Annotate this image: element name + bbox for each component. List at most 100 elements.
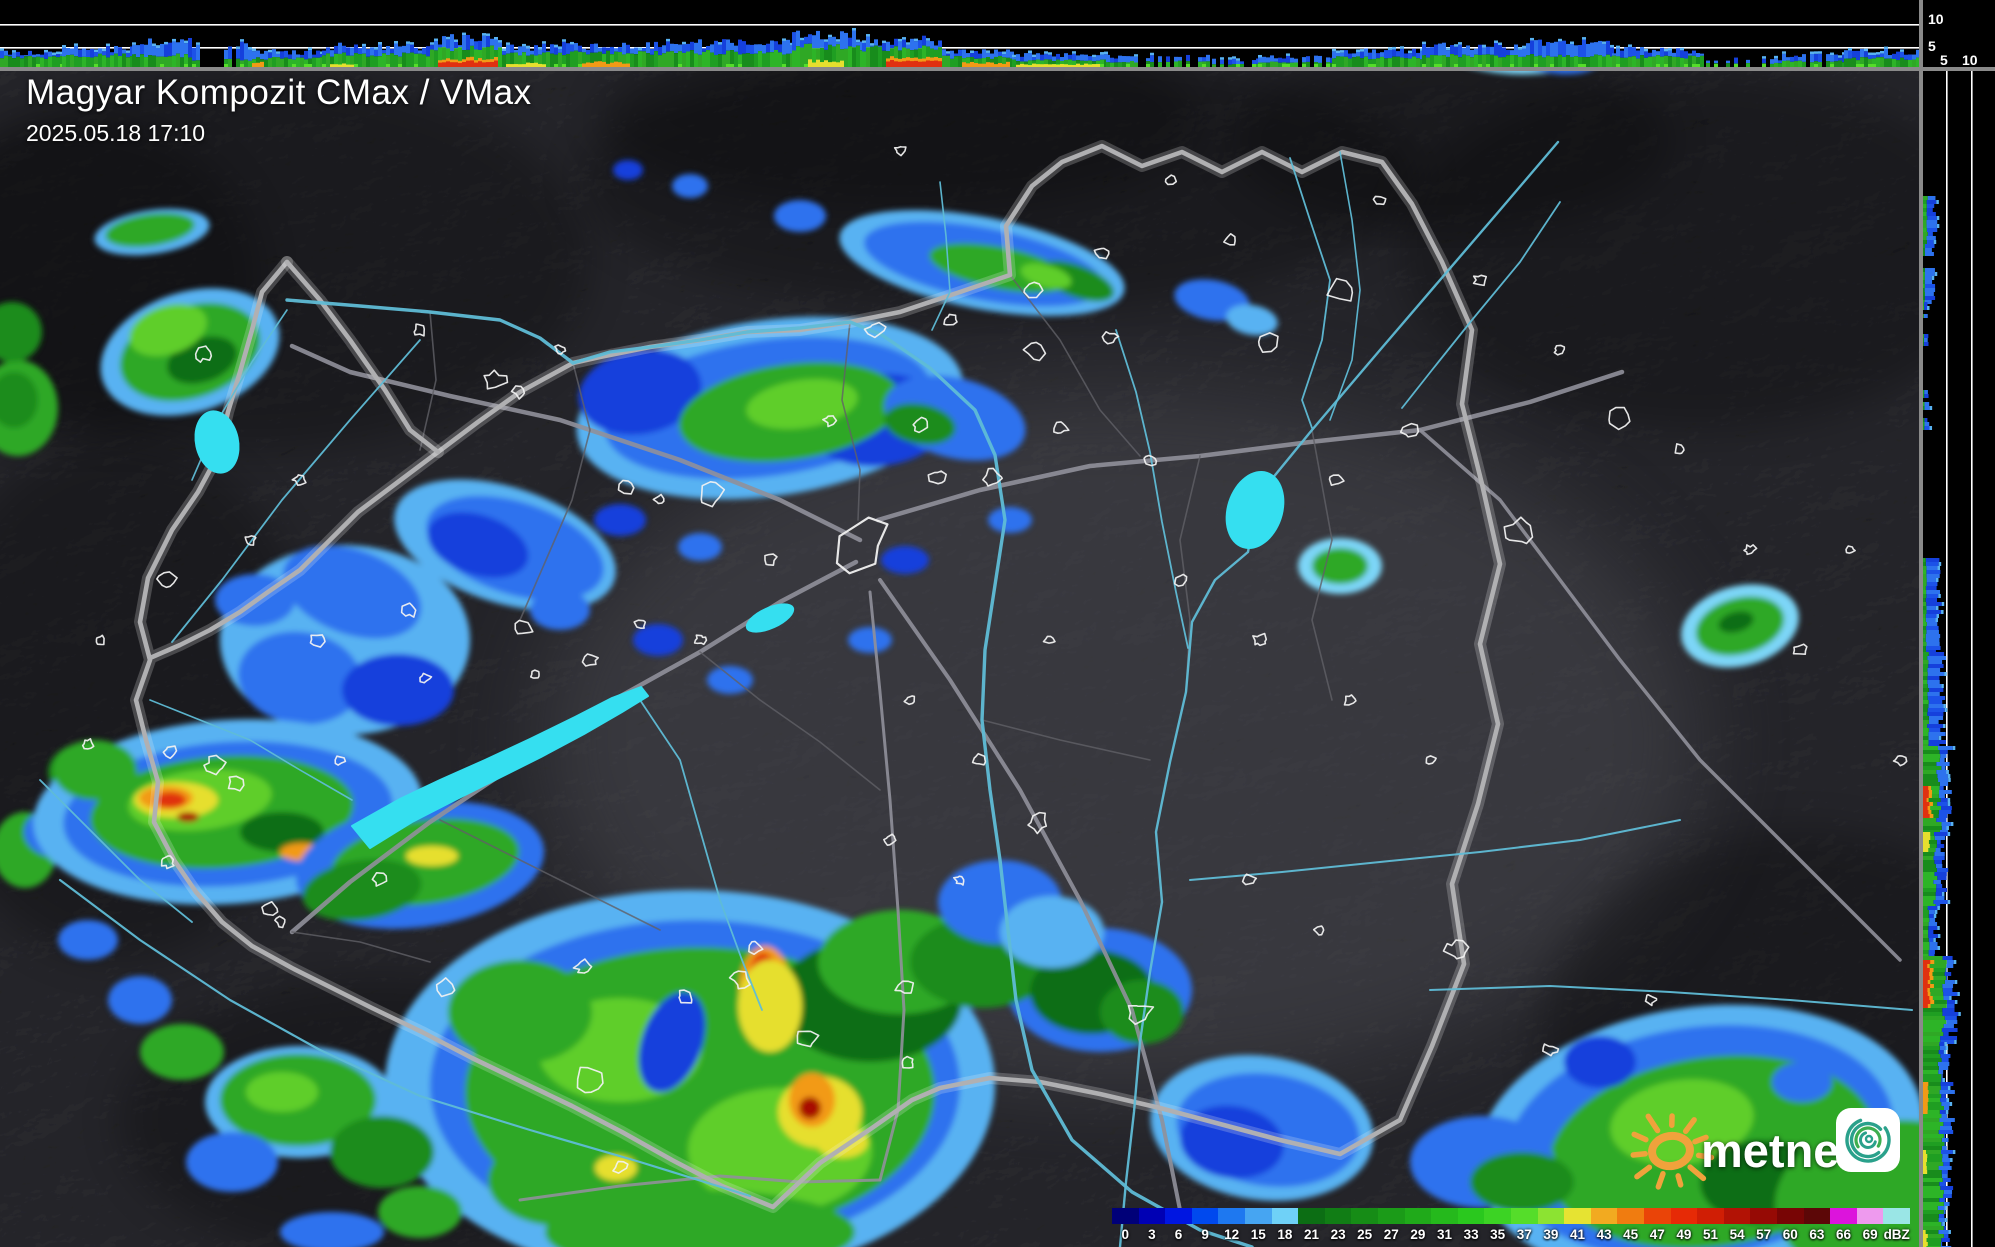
city-outline [652,493,665,505]
city-outline [1093,247,1110,260]
city-outline [510,385,526,400]
river-zagyva [1115,329,1189,649]
city-outline [971,752,987,766]
city-outline [953,875,965,886]
city-outline [156,571,178,589]
dbz-scale-segment [1138,1208,1166,1224]
dbz-scale-segment [1191,1208,1219,1224]
city-outline [863,321,887,339]
dbz-scale-segment [1750,1208,1778,1224]
city-outline [334,755,347,766]
city-outline [1442,939,1470,960]
radar-spiral-app-icon [1836,1108,1900,1172]
city-outline [883,833,897,846]
dbz-scale-segment [1617,1208,1645,1224]
top-strip-axis-5km: 5 [1928,38,1936,54]
city-outline [1542,1043,1560,1057]
city-outline [894,980,915,994]
city-outline [1608,406,1631,431]
dbz-scale-label: 9 [1201,1227,1209,1242]
river-danube [285,298,1254,1247]
city-outline [617,479,635,495]
city-outline [227,775,245,792]
county-border [981,719,1151,761]
right-strip-axis-5km: 5 [1940,52,1948,68]
city-outline [748,940,764,956]
river-tisza [1118,140,1560,1247]
river-mura [39,779,193,923]
city-outline [982,467,1003,487]
city-outline [1164,174,1178,186]
city-outline [529,669,540,679]
city-outline [1328,474,1345,487]
city-outline [1326,277,1354,302]
county-border [419,311,437,451]
dbz-scale-label: 27 [1383,1227,1399,1242]
city-outline [1892,755,1908,767]
dbz-scale-label: 35 [1490,1227,1506,1242]
dbz-scale-segment [1165,1208,1193,1224]
dbz-scale-label: 51 [1702,1227,1719,1242]
river-koros [1189,819,1681,881]
county-border [1311,429,1333,701]
city-outline [1241,873,1258,886]
city-outline [160,855,175,870]
dbz-scale-label: 66 [1835,1227,1852,1242]
river-sio [639,699,763,1011]
dbz-scale-segment [1537,1208,1565,1224]
dbz-scale-segment [1112,1208,1140,1224]
city-outline [1257,332,1279,353]
city-outline [927,470,947,485]
dbz-scale-label: 43 [1596,1227,1612,1242]
dbz-scale-label: 18 [1277,1227,1293,1242]
city-outline [514,619,534,635]
city-outline [572,958,593,974]
city-outline [693,634,708,646]
city-outline [943,313,958,326]
city-outline [1023,281,1044,299]
city-outline [1027,811,1048,835]
city-outline [1312,925,1325,936]
dbz-scale-label: 49 [1676,1227,1692,1242]
city-outline [1553,344,1566,356]
right-strip-profile [1923,196,1961,1247]
city-outline [1053,421,1070,434]
dbz-scale-segment [1218,1208,1246,1224]
page-title: Magyar Kompozit CMax / VMax [26,73,532,112]
city-outline [483,369,509,390]
river-sajo [1289,157,1331,429]
dbz-scale-segment [1697,1208,1725,1224]
city-outline [1252,632,1268,647]
city-outline [581,653,599,667]
dbz-scale-label: 39 [1543,1227,1559,1242]
river-bodrog [1401,201,1561,409]
city-outline [1372,195,1387,206]
road [878,578,1184,1222]
river-zala [149,699,353,801]
dbz-scale-label: 21 [1303,1227,1320,1242]
dbz-scale-label: 41 [1569,1227,1586,1242]
dbz-scale-segment [1723,1208,1751,1224]
dbz-scale-segment [1856,1208,1884,1224]
city-outline [678,989,693,1004]
city-outline [291,474,307,486]
dbz-scale-label: 15 [1250,1227,1266,1242]
dbz-scale-segment [1670,1208,1698,1224]
city-outline [901,1055,914,1069]
metnet-wordmark: metnet [1701,1124,1856,1177]
dbz-scale-label: 45 [1623,1227,1639,1242]
river-hernad [1329,151,1361,421]
city-outline [81,738,95,750]
city-outline [419,672,433,684]
city-outline [1143,454,1158,467]
city-outline [1845,545,1856,554]
county-border [519,362,591,621]
top-strip-axis-10km: 10 [1928,11,1944,27]
city-outline [274,915,286,929]
dbz-scale-label: 0 [1121,1227,1130,1242]
dbz-scale-segment [1324,1208,1352,1224]
city-outline [728,970,751,990]
